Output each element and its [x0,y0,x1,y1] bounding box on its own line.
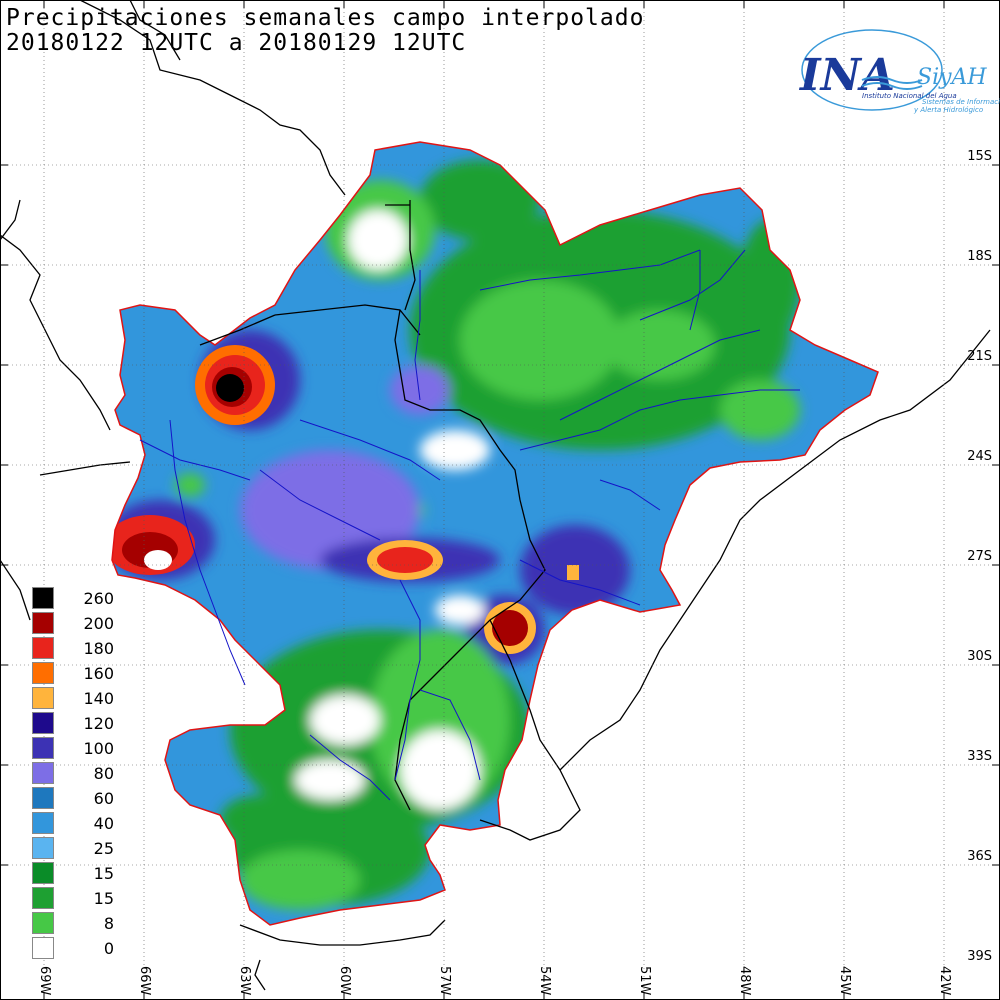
legend-swatch [32,712,54,734]
intense-cell-north [195,345,275,425]
legend-label: 15 [93,888,114,908]
legend-item: 0 [32,936,114,960]
longitude-label: 69W [37,966,52,996]
legend-item: 140 [32,686,114,710]
logo-ina-text: INA [798,50,895,101]
logo-institute-text: Instituto Nacional del Agua [862,92,957,100]
legend-label: 8 [103,913,114,933]
legend-swatch [32,812,54,834]
legend-item: 60 [32,786,114,810]
legend-swatch [32,662,54,684]
legend-item: 180 [32,636,114,660]
legend-item: 200 [32,611,114,635]
longitude-label: 45W [837,966,852,996]
legend-item: 80 [32,761,114,785]
legend-swatch [32,912,54,934]
legend-label: 15 [93,863,114,883]
legend-swatch [32,887,54,909]
longitude-label: 57W [437,966,452,996]
legend-swatch [32,837,54,859]
legend-swatch [32,862,54,884]
latitude-label: 36S [967,849,992,864]
ina-siyah-logo: INA SiyAH Instituto Nacional del Agua Si… [798,29,1000,114]
legend-label: 140 [83,688,114,708]
legend-item: 160 [32,661,114,685]
longitude-label: 51W [637,966,652,996]
legend-label: 120 [83,713,114,733]
legend-label: 260 [83,588,114,608]
intense-cell-central [367,540,443,580]
latitude-label: 33S [967,749,992,764]
legend-item: 100 [32,736,114,760]
legend-label: 25 [93,838,114,858]
longitude-label: 42W [937,966,952,996]
legend-item: 15 [32,861,114,885]
latitude-label: 18S [967,249,992,264]
logo-system-line2: y Alerta Hidrológico [913,106,983,114]
legend-label: 0 [103,938,114,958]
map-date-range: 20180122 12UTC a 20180129 12UTC [6,30,467,56]
legend-label: 180 [83,638,114,658]
logo-siyah-text: SiyAH [917,65,987,90]
logo-system-line1: Sistemas de Información [922,98,1000,106]
latitude-label: 15S [967,149,992,164]
latitude-label: 21S [967,349,992,364]
legend-swatch [32,937,54,959]
latitude-label: 30S [967,649,992,664]
longitude-label: 63W [237,966,252,996]
legend-item: 8 [32,911,114,935]
legend-label: 60 [93,788,114,808]
longitude-label: 60W [337,966,352,996]
legend-item: 25 [32,836,114,860]
longitude-label: 54W [537,966,552,996]
legend-label: 100 [83,738,114,758]
legend-swatch [32,787,54,809]
longitude-label: 48W [737,966,752,996]
legend-label: 40 [93,813,114,833]
latitude-label: 24S [967,449,992,464]
legend-swatch [32,762,54,784]
legend-label: 160 [83,663,114,683]
legend-swatch [32,587,54,609]
longitude-label: 66W [137,966,152,996]
map-title: Precipitaciones semanales campo interpol… [6,5,645,31]
legend-swatch [32,737,54,759]
intense-cell-west [112,515,195,575]
legend-item: 15 [32,886,114,910]
legend-label: 80 [93,763,114,783]
legend-item: 260 [32,586,114,610]
legend-swatch [32,612,54,634]
legend-swatch [32,637,54,659]
legend-swatch [32,687,54,709]
legend-item: 40 [32,811,114,835]
legend-label: 200 [83,613,114,633]
latitude-label: 27S [967,549,992,564]
latitude-label: 39S [967,949,992,964]
legend-item: 120 [32,711,114,735]
